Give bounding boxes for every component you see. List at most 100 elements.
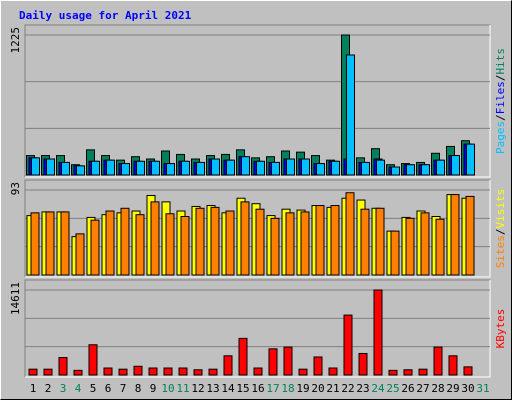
bar (286, 158, 295, 176)
bar (330, 205, 340, 276)
legend-separator: / (494, 114, 507, 121)
x-tick-label: 20 (311, 382, 324, 395)
x-tick-label: 4 (75, 382, 82, 395)
bar (465, 195, 475, 276)
bar (166, 163, 175, 176)
bevel (25, 25, 491, 178)
bar (180, 216, 190, 276)
x-tick-label: 8 (135, 382, 142, 395)
bar (466, 143, 475, 176)
bar (360, 208, 370, 276)
bar (346, 54, 355, 176)
bar (238, 337, 248, 376)
bar (223, 355, 233, 376)
bar (60, 211, 70, 276)
bar (358, 352, 368, 376)
bar (193, 369, 203, 376)
bar (76, 165, 85, 176)
bar (388, 369, 398, 376)
bar (345, 192, 355, 276)
bar (406, 164, 415, 176)
bar (61, 161, 70, 176)
x-tick-label: 22 (341, 382, 354, 395)
x-tick-label: 1 (30, 382, 37, 395)
legend: Pages/Files/Hits (494, 48, 507, 154)
bar (118, 368, 128, 376)
bar (433, 346, 443, 376)
x-tick-label: 17 (266, 382, 279, 395)
bar (151, 160, 160, 176)
bar (418, 368, 428, 376)
bar (73, 369, 83, 376)
x-tick-label: 11 (176, 382, 189, 395)
x-tick-label: 16 (251, 382, 264, 395)
legend-separator: / (494, 229, 507, 236)
bevel (25, 280, 491, 378)
bar (88, 344, 98, 376)
bar (91, 160, 100, 176)
legend-separator: / (494, 75, 507, 82)
bar (150, 201, 160, 276)
legend-entry: Sites (494, 235, 507, 268)
bar (463, 366, 473, 376)
bar (403, 369, 413, 376)
bar (75, 233, 85, 276)
bar (436, 159, 445, 176)
bar (300, 211, 310, 276)
x-tick-label: 6 (105, 382, 112, 395)
bar (391, 166, 400, 176)
plot-area (24, 24, 491, 178)
bar (256, 160, 265, 176)
bar (45, 211, 55, 276)
chart-title: Daily usage for April 2021 (19, 9, 192, 22)
bar (375, 207, 385, 276)
legend: Sites/Visits (494, 189, 507, 269)
bar (343, 314, 353, 376)
x-tick-label: 26 (401, 382, 414, 395)
bar (46, 158, 55, 176)
bar (301, 158, 310, 176)
legend: KBytes (494, 309, 507, 349)
bar (328, 367, 338, 376)
bar (136, 160, 145, 176)
bar (90, 219, 100, 276)
bar (226, 159, 235, 176)
bar (121, 163, 130, 176)
bar (435, 218, 445, 276)
plot-area (24, 279, 491, 378)
bar (331, 160, 340, 176)
x-tick-label: 2 (45, 382, 52, 395)
bar (210, 206, 220, 276)
x-tick-label: 19 (296, 382, 309, 395)
legend-entry: Files (494, 81, 507, 114)
bar (253, 367, 263, 376)
bar (451, 155, 460, 176)
bar (148, 367, 158, 376)
bar (163, 367, 173, 376)
bar (376, 159, 385, 176)
x-tick-label: 24 (371, 382, 385, 395)
bar (361, 161, 370, 176)
bar (208, 368, 218, 376)
bar (313, 356, 323, 376)
y-tick-label: 1225 (9, 27, 22, 54)
x-tick-label: 12 (191, 382, 204, 395)
bar (195, 207, 205, 276)
bar (405, 217, 415, 276)
x-tick-label: 9 (150, 382, 157, 395)
bar (211, 158, 220, 176)
x-tick-label: 18 (281, 382, 294, 395)
bar (285, 212, 295, 276)
bar (255, 208, 265, 276)
x-tick-label: 29 (446, 382, 459, 395)
bar (225, 210, 235, 276)
bar (133, 365, 143, 376)
bar (373, 289, 383, 376)
bar (240, 201, 250, 276)
x-tick-label: 3 (60, 382, 67, 395)
x-tick-label: 31 (476, 382, 489, 395)
legend-entry: Pages (494, 121, 507, 154)
bar (58, 357, 68, 376)
